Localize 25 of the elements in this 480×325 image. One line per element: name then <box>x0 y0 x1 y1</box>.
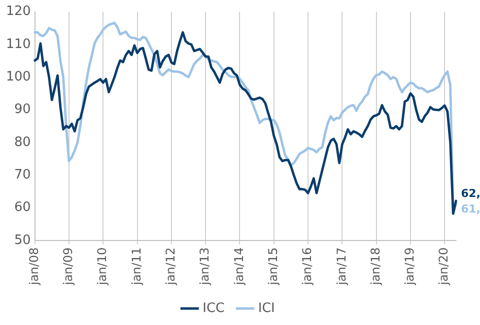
y-tick-label: 80 <box>14 134 31 150</box>
y-tick-label: 120 <box>6 4 31 20</box>
x-tick-label: jan/12 <box>164 247 178 286</box>
legend-label: ICC <box>202 300 225 316</box>
y-tick-label: 50 <box>14 232 31 248</box>
x-tick-label: jan/08 <box>26 247 41 286</box>
x-tick-label: jan/14 <box>232 247 246 286</box>
x-tick-label: jan/13 <box>198 247 212 286</box>
y-tick-label: 100 <box>6 69 31 84</box>
legend-label: ICI <box>258 300 275 316</box>
x-tick-label: jan/10 <box>95 247 110 286</box>
x-tick-label: jan/15 <box>266 247 280 286</box>
x-tick-label: jan/17 <box>334 247 348 286</box>
data-label: 61, <box>461 202 480 216</box>
x-tick-label: jan/16 <box>300 247 314 286</box>
data-label: 62, <box>461 187 480 200</box>
x-tick-label: jan/20 <box>436 247 451 286</box>
y-tick-label: 110 <box>6 36 31 52</box>
x-tick-label: jan/09 <box>61 247 76 286</box>
x-tick-label: jan/19 <box>402 247 417 286</box>
y-tick-label: 90 <box>14 102 31 118</box>
x-tick-label: jan/11 <box>129 247 144 286</box>
y-tick-label: 60 <box>14 200 31 216</box>
y-tick-label: 70 <box>14 167 31 182</box>
x-tick-label: jan/18 <box>368 247 382 286</box>
